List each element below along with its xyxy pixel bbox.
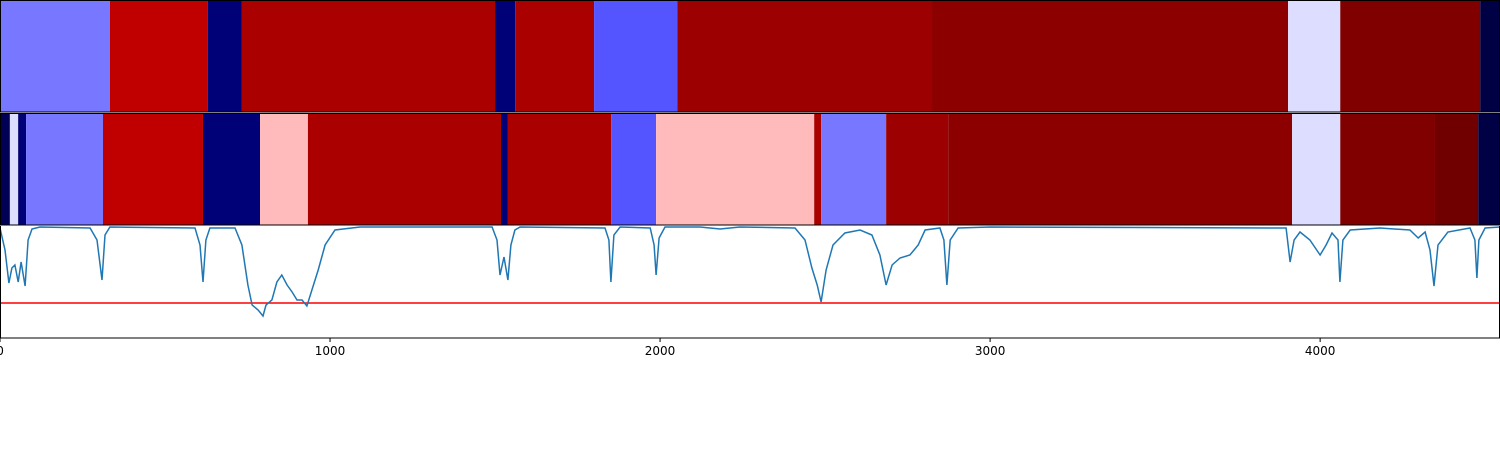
- segment: [495, 1, 516, 112]
- x-tick-label: 0: [0, 344, 4, 358]
- segment: [515, 1, 595, 112]
- segment: [1288, 1, 1341, 112]
- segment: [0, 114, 10, 225]
- segment: [1480, 1, 1500, 112]
- segment: [948, 114, 1293, 225]
- segment: [202, 114, 261, 225]
- segment: [1340, 114, 1435, 225]
- segment: [241, 1, 496, 112]
- segment: [677, 1, 933, 112]
- segment: [1340, 1, 1481, 112]
- segment: [1434, 114, 1479, 225]
- segment: [207, 1, 242, 112]
- segment: [821, 114, 887, 225]
- segment: [1478, 114, 1500, 225]
- data-line: [0, 226, 1500, 318]
- segment: [932, 1, 1289, 112]
- segment: [307, 114, 501, 225]
- segment: [1292, 114, 1341, 225]
- x-tick-label: 2000: [645, 344, 676, 358]
- segment: [886, 114, 949, 225]
- segment: [656, 114, 815, 225]
- segment: [814, 114, 822, 225]
- x-tick-label: 4000: [1305, 344, 1336, 358]
- x-tick-label: 3000: [975, 344, 1006, 358]
- segment: [102, 114, 203, 225]
- segment: [611, 114, 657, 225]
- segment: [0, 1, 110, 112]
- segment: [18, 114, 27, 225]
- segment: [500, 114, 508, 225]
- segment: [109, 1, 208, 112]
- segment: [9, 114, 19, 225]
- segment: [260, 114, 308, 225]
- x-tick-label: 1000: [315, 344, 346, 358]
- segment: [507, 114, 612, 225]
- segment: [594, 1, 678, 112]
- segment: [26, 114, 103, 225]
